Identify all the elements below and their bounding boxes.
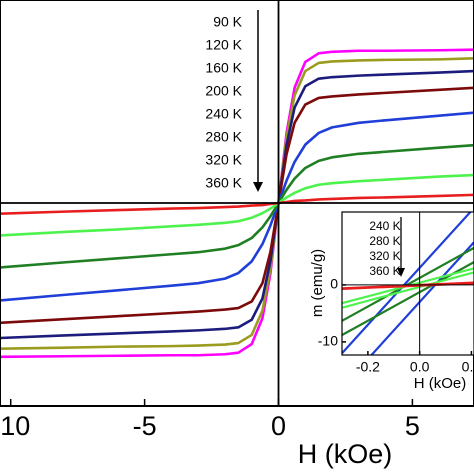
series-line bbox=[0, 111, 474, 302]
series-line bbox=[342, 271, 474, 309]
legend-label: 200 K bbox=[205, 83, 242, 99]
legend-label: 280 K bbox=[205, 129, 242, 145]
legend-label: 120 K bbox=[205, 37, 242, 53]
x-tick-label: 0.0 bbox=[410, 359, 430, 375]
inset-legend-label: 280 K bbox=[369, 234, 400, 248]
legend-label: 240 K bbox=[205, 106, 242, 122]
arrow-head bbox=[253, 182, 263, 192]
series-line bbox=[342, 282, 474, 291]
x-axis-label: H (kOe) bbox=[298, 439, 393, 469]
series-line bbox=[342, 212, 472, 355]
inset-legend-label: 240 K bbox=[369, 219, 400, 233]
x-tick-label: 5 bbox=[405, 411, 420, 441]
x-tick-label: 0 bbox=[271, 411, 286, 441]
series-group bbox=[0, 48, 474, 359]
plot-frame bbox=[341, 211, 474, 356]
x-axis-label: H (kOe) bbox=[414, 375, 467, 392]
x-tick-label: -5 bbox=[133, 411, 157, 441]
x-tick-label: -0.2 bbox=[356, 359, 380, 375]
series-line bbox=[0, 86, 474, 325]
series-line bbox=[0, 173, 474, 237]
inset-legend-label: 360 K bbox=[369, 264, 400, 278]
series-line bbox=[0, 143, 474, 269]
y-axis-label: m (emu/g) bbox=[309, 249, 326, 317]
inset-legend-label: 320 K bbox=[369, 249, 400, 263]
plot-frame bbox=[0, 0, 474, 407]
legend-label: 360 K bbox=[205, 175, 242, 191]
x-tick-label: -10 bbox=[0, 411, 30, 441]
y-tick-label: -10 bbox=[318, 333, 338, 349]
y-tick-label: 0 bbox=[330, 276, 338, 292]
series-group bbox=[342, 212, 474, 355]
series-line bbox=[370, 241, 474, 355]
legend-label: 320 K bbox=[205, 152, 242, 168]
inset-arrow-head bbox=[397, 268, 405, 277]
legend-label: 90 K bbox=[213, 14, 242, 30]
x-tick-label: 0.2 bbox=[462, 359, 474, 375]
series-line bbox=[342, 246, 474, 322]
legend-label: 160 K bbox=[205, 60, 242, 76]
